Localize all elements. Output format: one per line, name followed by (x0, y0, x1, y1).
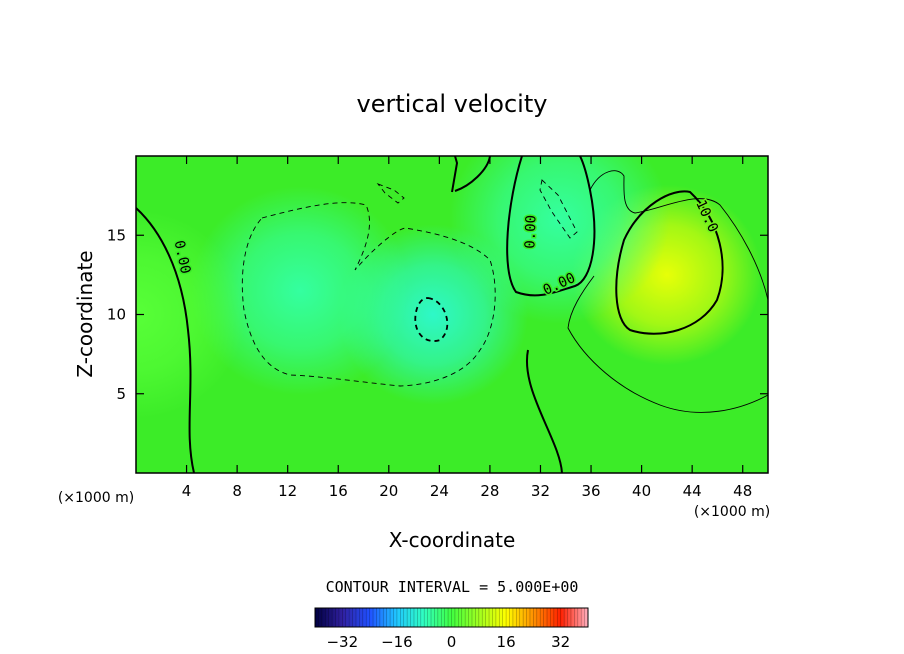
y-tick-label: 5 (116, 385, 126, 403)
contour-zero-center (451, 156, 596, 473)
contour-neg5 (241, 179, 578, 387)
x-tick-label: 4 (182, 482, 192, 500)
colorbar-gradient (315, 608, 588, 627)
field-feature (190, 186, 411, 396)
contour-interval-text: CONTOUR INTERVAL = 5.000E+00 (326, 578, 579, 596)
x-tick-label: 12 (278, 482, 297, 500)
x-tick-label: 48 (733, 482, 752, 500)
x-tick-label: 36 (581, 482, 600, 500)
contour-five (567, 170, 768, 413)
field-feature (449, 156, 670, 324)
x-tick-label: 20 (379, 482, 398, 500)
colorbar-tick-label: 0 (447, 633, 457, 651)
contour-ten (615, 190, 724, 335)
x-unit-right: (×1000 m) (694, 504, 770, 520)
colorbar-frame (314, 607, 589, 628)
x-unit-left: (×1000 m) (58, 490, 134, 506)
y-axis-label: Z-coordinate (73, 250, 97, 377)
x-tick-label: 32 (531, 482, 550, 500)
contour-label-upper: 0.00 (522, 215, 539, 249)
x-tick-label: 44 (683, 482, 702, 500)
colorbar-tick-label: −32 (326, 633, 358, 651)
contour-lines (136, 156, 768, 473)
y-tick-label: 15 (107, 226, 126, 244)
x-tick-label: 8 (232, 482, 242, 500)
contour-zero-left (136, 207, 195, 473)
field-feature (136, 210, 246, 419)
x-tick-label: 40 (632, 482, 651, 500)
x-axis-label: X-coordinate (389, 528, 516, 552)
colorbar-ticks: −32 −16 0 16 32 (326, 633, 570, 651)
field-shading (136, 156, 762, 419)
colorbar-tick-label: 32 (551, 633, 570, 651)
y-tick-label: 10 (107, 306, 126, 324)
colorbar-stripes (318, 608, 585, 627)
chart-title: vertical velocity (357, 90, 548, 118)
x-tick-label: 24 (430, 482, 449, 500)
x-tick-label: 28 (480, 482, 499, 500)
colorbar-tick-label: 16 (497, 633, 516, 651)
contour-neg10 (414, 297, 449, 342)
colorbar-tick-label: −16 (381, 633, 413, 651)
x-tick-label: 16 (329, 482, 348, 500)
